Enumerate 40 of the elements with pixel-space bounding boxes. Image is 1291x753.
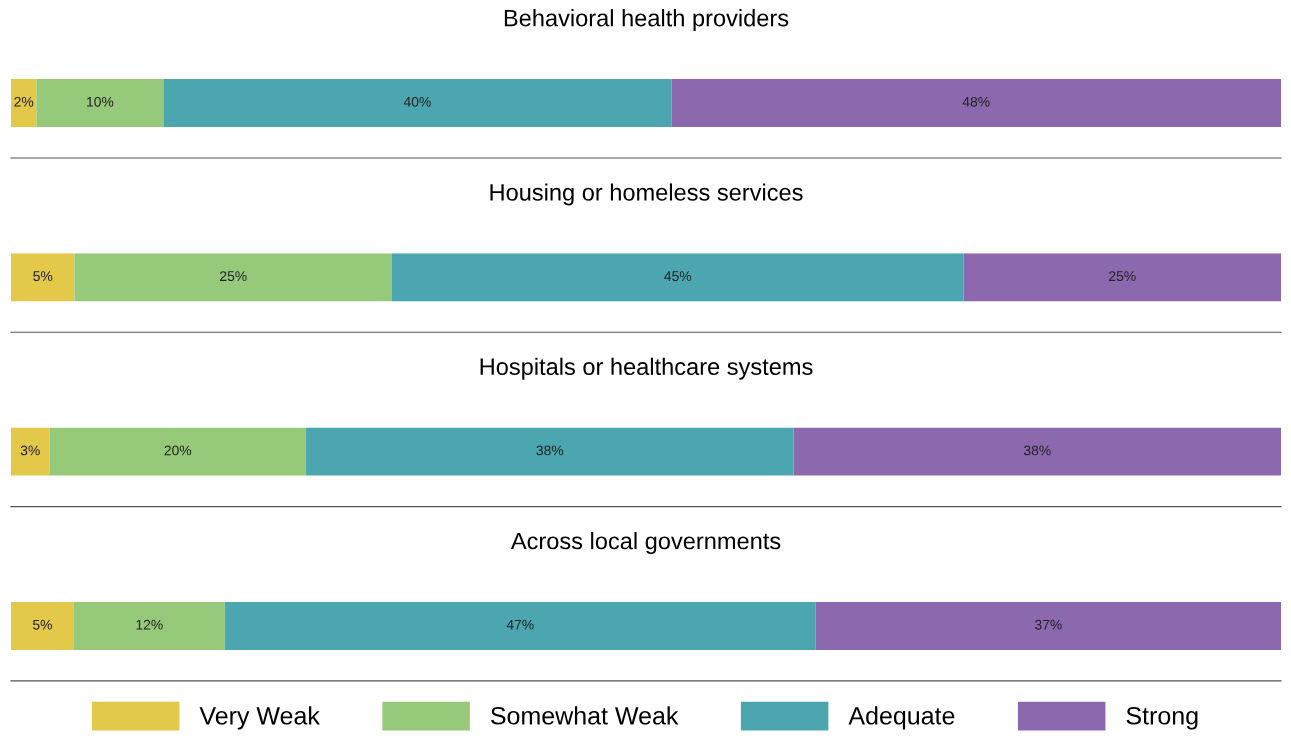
data-label: 10%	[87, 96, 114, 107]
bar	[11, 601, 74, 650]
bar	[11, 253, 75, 302]
data-label: 48%	[962, 96, 990, 107]
legend-label: Very Weak	[199, 706, 320, 730]
data-label: 38%	[536, 445, 564, 456]
bar	[74, 253, 392, 302]
data-label: 5%	[32, 619, 52, 630]
bar	[11, 427, 50, 476]
bar	[36, 79, 164, 127]
legend-label: Strong	[1126, 706, 1198, 730]
chart-title: Behavioral health providers	[504, 9, 789, 32]
data-label: 3%	[20, 445, 40, 456]
data-label: 2%	[14, 96, 34, 107]
bar	[11, 79, 37, 127]
data-label: 20%	[164, 445, 192, 456]
bar	[73, 601, 225, 650]
data-label: 25%	[220, 271, 247, 282]
bar	[392, 253, 964, 302]
legend-label: Somewhat Weak	[491, 706, 679, 725]
data-label: 25%	[1109, 271, 1136, 282]
bar	[49, 427, 307, 476]
chart-title: Across local governments	[510, 532, 781, 555]
data-label: 38%	[1023, 445, 1051, 456]
bar	[163, 79, 672, 127]
data-label: 45%	[664, 271, 692, 282]
legend-label: Adequate	[848, 706, 955, 730]
bar	[306, 427, 794, 476]
chart-title: Hospitals or healthcare systems	[480, 357, 813, 380]
bar	[671, 79, 1281, 127]
chart-title: Housing or homeless services	[490, 183, 803, 206]
bar	[963, 253, 1281, 302]
data-label: 40%	[403, 96, 431, 107]
bar	[793, 427, 1281, 476]
data-label: 5%	[33, 271, 53, 282]
data-label: 37%	[1035, 619, 1062, 630]
bar	[815, 601, 1281, 650]
data-label: 12%	[136, 619, 163, 630]
bar	[224, 601, 816, 650]
data-label: 47%	[506, 619, 534, 630]
